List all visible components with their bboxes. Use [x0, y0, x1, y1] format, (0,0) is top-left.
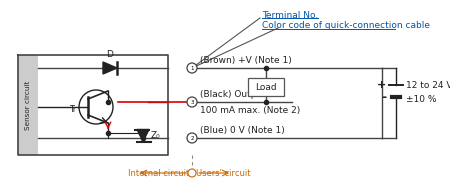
Text: 100 mA max. (Note 2): 100 mA max. (Note 2): [200, 106, 300, 115]
Text: ±10 %: ±10 %: [406, 94, 436, 104]
Text: -: -: [381, 90, 386, 104]
Circle shape: [187, 63, 197, 73]
Text: Internal circuit: Internal circuit: [128, 169, 189, 177]
Text: Color code of quick-connection cable: Color code of quick-connection cable: [262, 21, 430, 31]
Text: 2: 2: [190, 135, 194, 140]
Text: 3: 3: [190, 100, 194, 104]
Text: 12 to 24 V DC: 12 to 24 V DC: [406, 81, 450, 89]
Text: Users' circuit: Users' circuit: [196, 169, 251, 177]
Text: 1: 1: [190, 66, 194, 70]
Text: Sensor circuit: Sensor circuit: [25, 80, 31, 130]
Bar: [248, 78, 284, 96]
Text: (Brown) +V (Note 1): (Brown) +V (Note 1): [200, 56, 292, 65]
Text: (Blue) 0 V (Note 1): (Blue) 0 V (Note 1): [200, 126, 285, 135]
Text: +: +: [377, 80, 386, 90]
Circle shape: [187, 97, 197, 107]
Polygon shape: [137, 130, 149, 142]
Text: Load: Load: [255, 82, 277, 92]
Polygon shape: [103, 62, 117, 74]
Text: Terminal No.: Terminal No.: [262, 10, 318, 20]
Text: Tr: Tr: [69, 105, 76, 115]
Bar: [18, 55, 38, 155]
Text: Z₀: Z₀: [151, 131, 161, 140]
Text: (Black) Output: (Black) Output: [200, 90, 266, 99]
Circle shape: [187, 133, 197, 143]
Text: D: D: [107, 50, 113, 59]
Circle shape: [188, 169, 196, 177]
